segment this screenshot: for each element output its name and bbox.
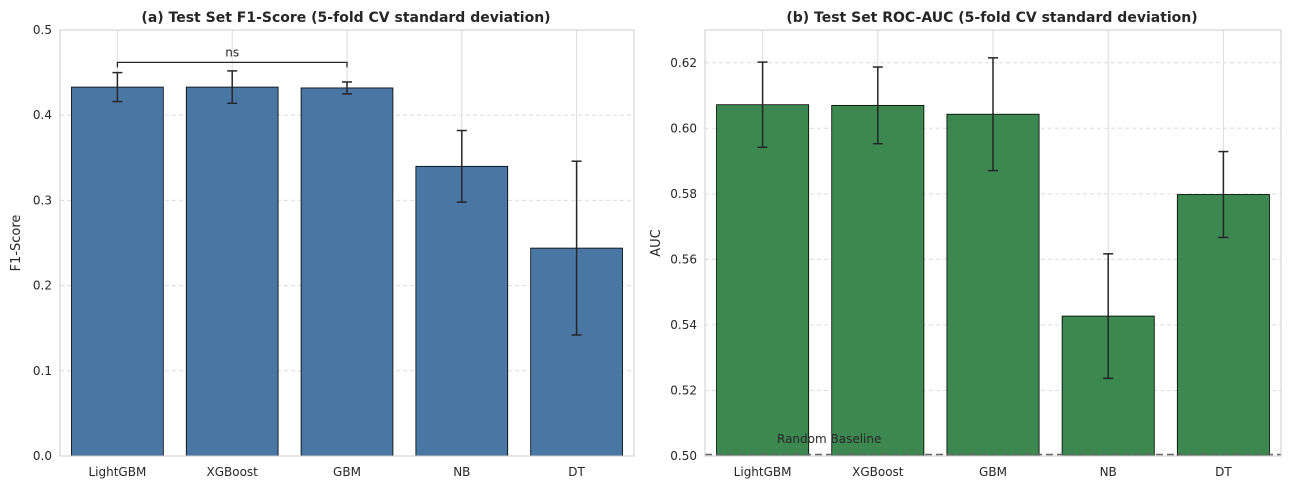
bar-gbm <box>300 87 394 457</box>
bars-f1 <box>71 86 623 457</box>
error-bars-auc <box>757 57 1229 380</box>
error-bar-gbm <box>342 81 352 95</box>
bar-xgboost <box>185 86 279 457</box>
chart-title-auc: (b) Test Set ROC-AUC (5-fold CV standard… <box>786 10 1197 26</box>
x-tick-label: XGBoost <box>852 465 904 479</box>
bar-lightgbm <box>71 86 164 457</box>
bar-xgboost <box>831 104 925 457</box>
random-baseline-label: Random Baseline <box>777 432 881 446</box>
error-bar-gbm <box>988 57 998 172</box>
significance-line <box>116 61 348 68</box>
panel-roc-auc: (b) Test Set ROC-AUC (5-fold CV standard… <box>649 10 1282 479</box>
x-tick-label: NB <box>1100 465 1117 479</box>
plot-frame-auc <box>704 29 1282 457</box>
y-axis-label-auc: AUC <box>649 229 664 257</box>
error-bar-nb <box>1103 253 1114 380</box>
y-ticks-auc: 0.50 0.52 0.54 0.56 0.58 0.60 0.62 <box>670 56 697 463</box>
plot-frame-f1 <box>59 29 635 457</box>
y-tick-label: 0.4 <box>33 108 52 122</box>
x-tick-label: NB <box>453 465 470 479</box>
x-tick-label: GBM <box>333 465 361 479</box>
y-tick-label: 0.50 <box>670 449 697 463</box>
error-bar-xgboost <box>872 66 883 145</box>
error-bar-xgboost <box>227 70 238 105</box>
y-tick-label: 0.56 <box>670 252 697 266</box>
x-tick-label: XGBoost <box>206 465 258 479</box>
bar-nb <box>415 165 509 457</box>
error-bars-f1 <box>112 70 582 336</box>
x-ticks-f1: LightGBM XGBoost GBM NB DT <box>88 465 585 479</box>
x-tick-label: LightGBM <box>734 465 792 479</box>
error-bar-dt <box>571 160 582 336</box>
error-bar-dt <box>1218 150 1229 239</box>
x-tick-label: GBM <box>979 465 1007 479</box>
y-ticks-f1: 0.0 0.1 0.2 0.3 0.4 0.5 <box>33 23 52 463</box>
x-tick-label: DT <box>568 465 585 479</box>
chart-title-f1: (a) Test Set F1-Score (5-fold CV standar… <box>141 10 550 26</box>
y-tick-label: 0.3 <box>33 193 52 207</box>
y-tick-label: 0.2 <box>33 279 52 293</box>
y-tick-label: 0.52 <box>670 383 697 397</box>
y-tick-label: 0.5 <box>33 23 52 37</box>
y-tick-label: 0.0 <box>33 449 52 463</box>
error-bar-lightgbm <box>757 61 768 149</box>
error-bar-nb <box>456 129 467 203</box>
y-tick-label: 0.1 <box>33 364 52 378</box>
x-tick-label: LightGBM <box>88 465 146 479</box>
panel-f1-score: (a) Test Set F1-Score (5-fold CV standar… <box>9 10 635 479</box>
y-tick-label: 0.60 <box>670 121 697 135</box>
x-ticks-auc: LightGBM XGBoost GBM NB DT <box>734 465 1233 479</box>
random-baseline: Random Baseline <box>705 432 1281 456</box>
y-tick-label: 0.62 <box>670 56 697 70</box>
significance-label: ns <box>225 45 239 59</box>
y-tick-label: 0.58 <box>670 187 697 201</box>
significance-bracket: ns <box>116 45 348 68</box>
x-tick-label: DT <box>1215 465 1232 479</box>
error-bar-lightgbm <box>112 71 123 103</box>
bar-lightgbm <box>716 104 810 457</box>
y-tick-label: 0.54 <box>670 318 697 332</box>
y-axis-label-f1: F1-Score <box>9 215 24 272</box>
